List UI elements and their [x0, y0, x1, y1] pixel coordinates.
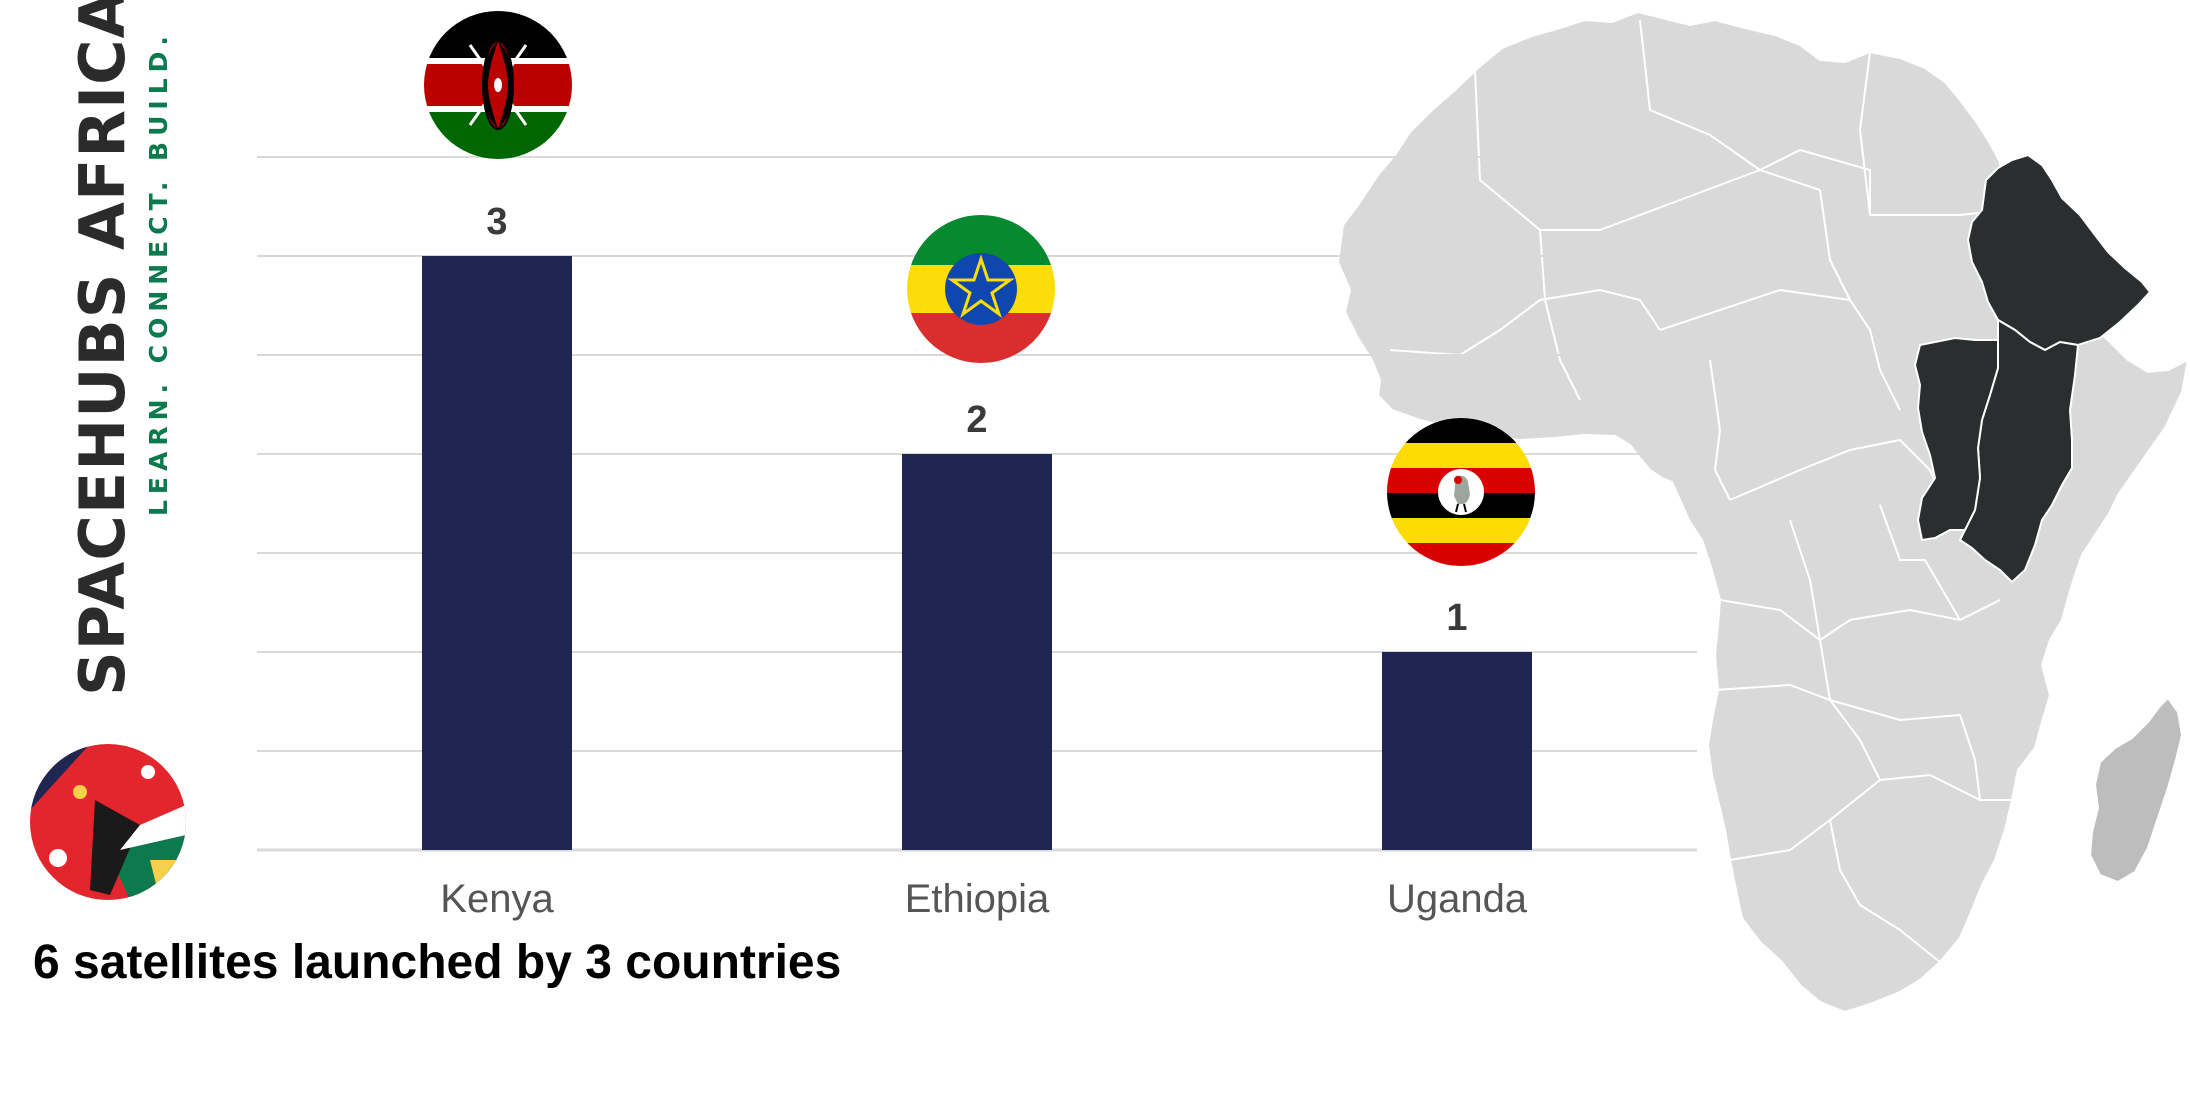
kenya-flag-icon [424, 11, 572, 159]
spacehubs-logo-icon [30, 744, 186, 900]
value-labels: 3 2 1 [486, 201, 1467, 639]
brand-tagline: LEARN. CONNECT. BUILD. [144, 30, 173, 516]
ethiopia-flag-icon [907, 215, 1055, 363]
uganda-flag-icon [1387, 418, 1535, 566]
bar-uganda [1382, 652, 1532, 850]
value-label-ethiopia: 2 [966, 399, 987, 441]
category-label-kenya: Kenya [440, 877, 554, 921]
category-labels: Kenya Ethiopia Uganda [440, 877, 1528, 921]
country-borders [1389, 19, 2012, 963]
category-label-ethiopia: Ethiopia [905, 877, 1050, 921]
brand-wordmark: SPACEHUBS AFRICA LEARN. CONNECT. BUILD. [66, 0, 173, 696]
madagascar-shape [2088, 696, 2184, 884]
brand-title: SPACEHUBS AFRICA [66, 0, 139, 696]
bar-ethiopia [902, 454, 1052, 850]
value-label-uganda: 1 [1446, 597, 1467, 639]
value-label-kenya: 3 [486, 201, 507, 243]
chart-caption: 6 satellites launched by 3 countries [33, 936, 842, 989]
uganda-map-highlight [1913, 336, 1999, 542]
bar-kenya [422, 256, 572, 850]
bar-chart: 3 2 1 Kenya Ethiopia Uganda [257, 11, 1697, 921]
africa-map [1336, 10, 2190, 1014]
category-label-uganda: Uganda [1387, 877, 1528, 921]
bars [422, 256, 1532, 850]
